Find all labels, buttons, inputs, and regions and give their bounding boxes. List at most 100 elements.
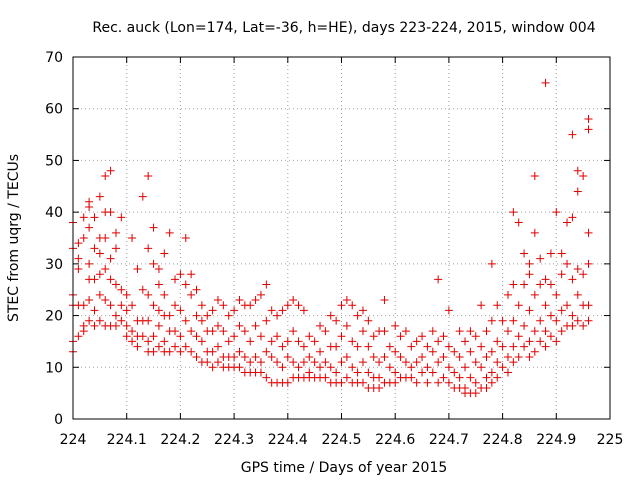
data-point: [380, 296, 389, 305]
data-point: [95, 290, 104, 299]
data-point: [563, 259, 572, 268]
data-point: [337, 358, 346, 367]
data-point: [541, 327, 550, 336]
x-tick-label: 224.3: [214, 432, 254, 448]
data-point: [154, 265, 163, 274]
x-tick-label: 224.2: [160, 432, 200, 448]
data-point: [283, 337, 292, 346]
data-point: [428, 368, 437, 377]
data-point: [240, 352, 249, 361]
data-point: [375, 383, 384, 392]
data-point: [171, 275, 180, 284]
data-point: [423, 378, 432, 387]
data-point: [187, 290, 196, 299]
data-point: [128, 327, 137, 336]
data-point: [95, 316, 104, 325]
data-point: [353, 368, 362, 377]
data-point: [176, 347, 185, 356]
data-point: [246, 337, 255, 346]
data-point: [337, 332, 346, 341]
data-point: [101, 265, 110, 274]
data-point: [106, 254, 115, 263]
y-tick-label: 70: [45, 50, 63, 66]
data-point: [342, 296, 351, 305]
x-tick-label: 224: [60, 432, 87, 448]
data-point: [224, 337, 233, 346]
data-point: [579, 321, 588, 330]
data-point: [514, 352, 523, 361]
data-point: [181, 280, 190, 289]
data-point: [487, 347, 496, 356]
data-point: [95, 270, 104, 279]
data-point: [385, 363, 394, 372]
data-point: [401, 327, 410, 336]
data-point: [230, 352, 239, 361]
data-point: [85, 202, 94, 211]
data-point: [149, 223, 158, 232]
data-point: [187, 327, 196, 336]
data-point: [412, 337, 421, 346]
data-point: [455, 373, 464, 382]
data-point: [584, 316, 593, 325]
data-point: [192, 332, 201, 341]
data-point: [101, 171, 110, 180]
data-point: [117, 285, 126, 294]
data-point: [197, 337, 206, 346]
data-point: [514, 301, 523, 310]
data-point: [503, 327, 512, 336]
data-point: [332, 342, 341, 351]
data-point: [149, 259, 158, 268]
data-point: [541, 78, 550, 87]
data-point: [477, 301, 486, 310]
data-point: [439, 373, 448, 382]
data-point: [74, 239, 83, 248]
data-point: [299, 306, 308, 315]
data-point: [117, 316, 126, 325]
data-point: [396, 352, 405, 361]
data-point: [342, 352, 351, 361]
data-point: [391, 368, 400, 377]
data-point: [525, 259, 534, 268]
data-point: [138, 192, 147, 201]
data-point: [144, 290, 153, 299]
data-point: [160, 337, 169, 346]
x-axis-label: GPS time / Days of year 2015: [241, 460, 448, 476]
data-point: [391, 378, 400, 387]
data-point: [358, 378, 367, 387]
data-point: [256, 332, 265, 341]
data-point: [208, 327, 217, 336]
data-point: [106, 301, 115, 310]
y-tick-label: 40: [45, 205, 63, 221]
data-point: [520, 249, 529, 258]
data-point: [520, 342, 529, 351]
data-point: [563, 301, 572, 310]
data-point: [520, 280, 529, 289]
data-point: [240, 327, 249, 336]
data-point: [256, 290, 265, 299]
data-point: [364, 342, 373, 351]
data-point: [294, 337, 303, 346]
data-point: [530, 290, 539, 299]
data-point: [251, 321, 260, 330]
data-point: [407, 373, 416, 382]
data-point: [154, 280, 163, 289]
data-point: [358, 306, 367, 315]
data-point: [154, 321, 163, 330]
data-point: [171, 342, 180, 351]
data-point: [299, 342, 308, 351]
data-point: [321, 373, 330, 382]
data-point: [283, 301, 292, 310]
data-point: [316, 347, 325, 356]
data-point: [552, 290, 561, 299]
data-point: [385, 342, 394, 351]
data-point: [552, 208, 561, 217]
data-point: [219, 301, 228, 310]
data-point: [171, 301, 180, 310]
data-point: [181, 316, 190, 325]
data-point: [584, 301, 593, 310]
data-point: [181, 234, 190, 242]
data-point: [144, 244, 153, 253]
data-point: [160, 249, 169, 258]
y-tick-label: 20: [45, 309, 63, 325]
data-point: [348, 363, 357, 372]
